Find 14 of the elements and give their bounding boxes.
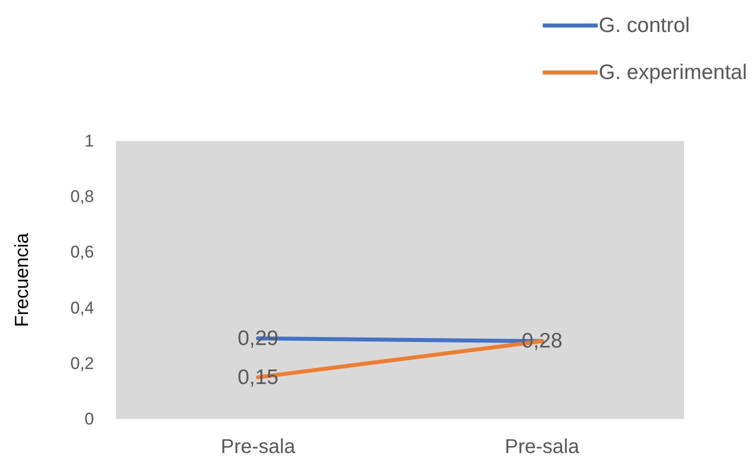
- y-tick-label: 1: [84, 132, 94, 150]
- y-axis-title: Frecuencia: [12, 232, 33, 327]
- data-label: 0,29: [238, 326, 278, 350]
- legend-label: G. experimental: [598, 61, 748, 84]
- legend-label: G. control: [598, 14, 690, 37]
- y-tick-label: 0,2: [70, 354, 94, 373]
- y-tick-label: 0: [84, 410, 94, 428]
- x-tick-label: Pre-sala: [220, 436, 296, 458]
- y-tick-label: 0,4: [70, 298, 94, 318]
- data-label: 0,28: [522, 330, 562, 353]
- y-tick-label: 0,6: [70, 242, 94, 262]
- y-tick-label: 0,8: [70, 187, 94, 206]
- data-label: 0,15: [238, 366, 278, 389]
- x-tick-label: Pre-sala: [504, 436, 580, 458]
